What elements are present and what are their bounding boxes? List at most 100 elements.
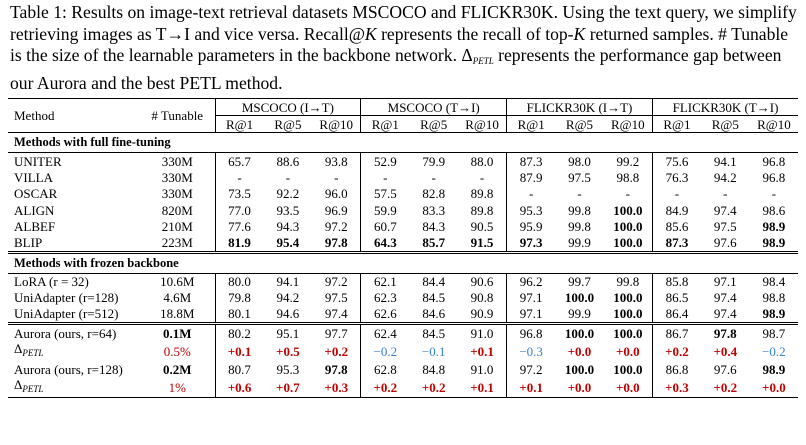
value-cell: 97.1 bbox=[506, 289, 556, 306]
value-cell: −0.2 bbox=[762, 343, 786, 359]
method-cell: BLIP bbox=[8, 234, 140, 252]
value-cell: 90.5 bbox=[470, 218, 494, 234]
column-header: # Tunable bbox=[140, 97, 215, 133]
value-cell: 96.0 bbox=[324, 186, 348, 202]
value-cell: - bbox=[334, 170, 339, 186]
value-cell: +0.2 bbox=[701, 377, 750, 399]
value-cell: 100.0 bbox=[564, 361, 595, 377]
method-cell: ALIGN bbox=[8, 202, 140, 218]
value-cell: +0.0 bbox=[567, 343, 592, 359]
column-header: Method bbox=[8, 97, 140, 133]
group-header: FLICKR30K (I→T) bbox=[506, 97, 653, 117]
section-title: Methods with full fine-tuning bbox=[8, 132, 799, 153]
metric-header: R@10 bbox=[757, 116, 791, 132]
value-cell: - bbox=[506, 185, 556, 202]
caption-math: K bbox=[573, 23, 586, 44]
tunable-cell: 820M bbox=[161, 202, 193, 218]
value-cell: 96.8 bbox=[749, 152, 799, 170]
section-row: Methods with frozen backbone bbox=[8, 250, 799, 273]
value-cell: - bbox=[771, 186, 777, 202]
value-cell: 62.6 bbox=[360, 305, 410, 324]
caption-math: K bbox=[364, 23, 377, 44]
value-cell: 84.5 bbox=[422, 290, 446, 306]
value-cell: 94.6 bbox=[276, 306, 300, 322]
value-cell: −0.2 bbox=[360, 341, 410, 362]
caption-text: returned samples. # Tunable is the size … bbox=[10, 23, 789, 66]
metric-header: R@5 bbox=[420, 116, 448, 132]
header-row: R@1 R@5 R@10 R@1 R@5 R@10 R@1 R@5 R@10 R@1 R@5 R@10 bbox=[8, 115, 798, 133]
value-cell: 97.8 bbox=[324, 361, 348, 377]
value-cell: 100.0 bbox=[603, 322, 653, 342]
method-cell: ALBEF bbox=[8, 218, 140, 234]
value-cell: 98.9 bbox=[762, 218, 786, 234]
value-cell: +0.6 bbox=[214, 377, 264, 399]
metric-header: R@5 bbox=[565, 116, 594, 132]
value-cell: 94.2 bbox=[713, 170, 737, 186]
tunable-cell: 223M bbox=[161, 234, 193, 250]
tunable-cell: 1% bbox=[140, 377, 215, 399]
value-cell: 95.3 bbox=[276, 361, 300, 377]
method-subscript: PETL bbox=[22, 348, 44, 359]
value-cell: 100.0 bbox=[613, 202, 643, 218]
value-cell: 77.6 bbox=[214, 218, 264, 235]
value-cell: 95.3 bbox=[506, 201, 556, 219]
method-subscript: PETL bbox=[22, 384, 44, 395]
method-cell: ΔPETL bbox=[8, 341, 140, 361]
value-cell: 98.8 bbox=[762, 290, 786, 306]
caption-text: represents the performance gap between o… bbox=[10, 45, 782, 93]
value-cell: +0.1 bbox=[506, 377, 556, 399]
value-cell: +0.0 bbox=[555, 377, 604, 399]
value-cell: −0.1 bbox=[421, 343, 446, 359]
value-cell: 90.6 bbox=[457, 272, 507, 290]
value-cell: 94.1 bbox=[263, 272, 313, 290]
metric-header: R@1 bbox=[651, 115, 701, 133]
table-row: ALIGN 820M 77.0 93.5 96.9 59.9 83.3 89.8 95.3 99.… bbox=[8, 201, 798, 219]
value-cell: 89.8 bbox=[470, 202, 494, 218]
value-cell: 97.4 bbox=[713, 202, 737, 218]
value-cell: 83.3 bbox=[422, 202, 446, 218]
method-name: Aurora (ours, r=128) bbox=[14, 361, 123, 377]
method-cell: UNITER bbox=[8, 152, 140, 170]
metric-header: R@5 bbox=[274, 116, 302, 132]
value-cell: +0.4 bbox=[713, 343, 738, 359]
tunable-cell: 330M bbox=[161, 186, 193, 202]
value-cell: 100.0 bbox=[555, 322, 604, 342]
method-name: UniAdapter (r=128) bbox=[14, 290, 119, 306]
value-cell: - bbox=[577, 186, 582, 202]
value-cell: 87.3 bbox=[506, 152, 556, 170]
value-cell: 88.0 bbox=[457, 152, 507, 170]
value-cell: 94.3 bbox=[276, 218, 300, 234]
value-cell: +0.2 bbox=[409, 377, 458, 399]
value-cell: 89.8 bbox=[470, 186, 494, 202]
table-row: BLIP 223M 81.9 95.4 97.8 64.3 85.7 91.5 97.3 99.9… bbox=[8, 234, 798, 252]
value-cell: +0.1 bbox=[470, 343, 494, 359]
value-cell: 97.5 bbox=[324, 290, 348, 306]
metric-header: R@10 bbox=[611, 116, 645, 132]
value-cell: 97.4 bbox=[713, 306, 737, 322]
value-cell: - bbox=[479, 170, 485, 186]
value-cell: +0.0 bbox=[616, 343, 640, 359]
value-cell: 97.2 bbox=[312, 272, 361, 290]
value-cell: 97.5 bbox=[568, 170, 591, 186]
method-cell: Aurora (ours, r=64) bbox=[8, 322, 140, 342]
value-cell: 100.0 bbox=[613, 218, 643, 234]
value-cell: 59.9 bbox=[360, 201, 410, 219]
value-cell: 52.9 bbox=[360, 152, 410, 170]
method-name: Δ bbox=[14, 377, 23, 393]
value-cell: 100.0 bbox=[613, 234, 643, 250]
method-cell: UniAdapter (r=512) bbox=[8, 306, 140, 324]
method-name: LoRA (r = 32) bbox=[14, 274, 89, 290]
table-row: UniAdapter (r=512) 18.8M 80.1 94.6 97.4 62.6 8… bbox=[8, 305, 798, 324]
value-cell: 97.8 bbox=[701, 322, 750, 342]
section-row: Methods with full fine-tuning bbox=[8, 132, 799, 153]
method-name: Δ bbox=[14, 341, 23, 357]
method-name: ALIGN bbox=[14, 202, 55, 218]
value-cell: 86.4 bbox=[651, 305, 701, 324]
value-cell: 98.6 bbox=[762, 202, 786, 218]
value-cell: 95.4 bbox=[276, 234, 300, 250]
value-cell: 84.8 bbox=[422, 361, 446, 377]
value-cell: 97.6 bbox=[713, 234, 737, 250]
caption-math: Δ bbox=[461, 45, 473, 65]
value-cell: 76.3 bbox=[651, 169, 701, 186]
value-cell: 86.5 bbox=[651, 289, 701, 306]
